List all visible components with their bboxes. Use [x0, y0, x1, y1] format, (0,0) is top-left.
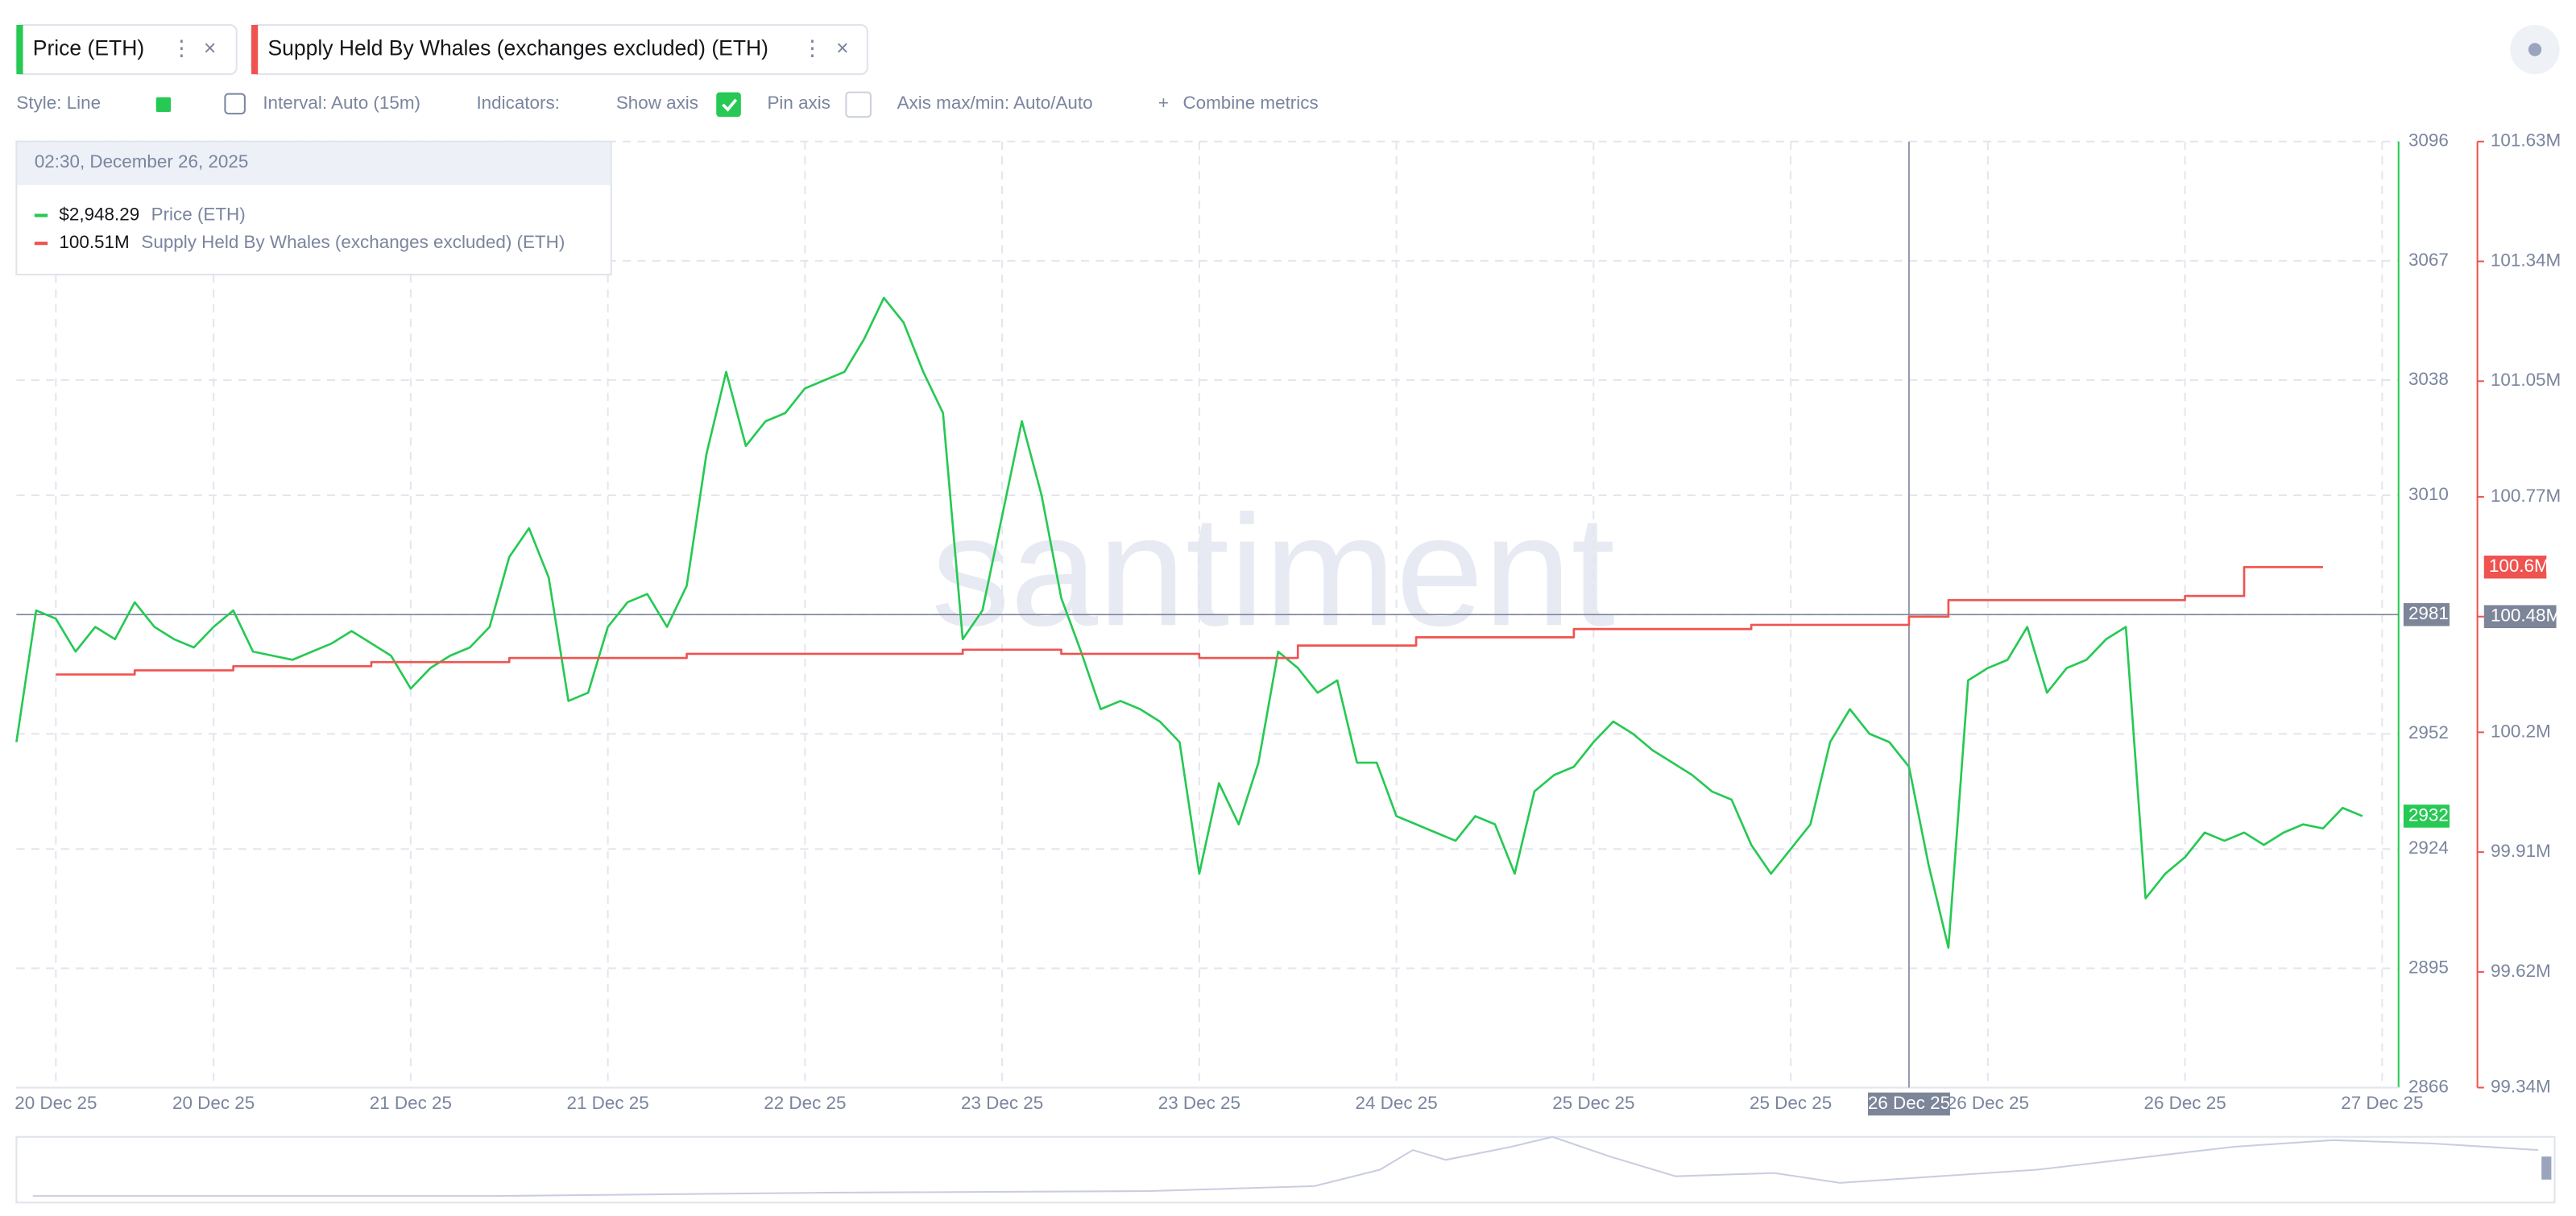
y-tick-label: 3096 — [2408, 130, 2449, 151]
y-tick-label: 2981 — [2408, 603, 2449, 623]
y-tick-label: 3038 — [2408, 369, 2449, 389]
y2-tick-label: 100.48M — [2491, 606, 2561, 626]
x-tick-label: 21 Dec 25 — [370, 1093, 452, 1113]
x-tick-label: 25 Dec 25 — [1750, 1093, 1832, 1113]
x-tick-label: 20 Dec 25 — [14, 1093, 97, 1113]
tooltip-series: Price (ETH) — [151, 204, 246, 224]
last-value-badge — [2403, 804, 2450, 828]
y2-tick-label: 100.77M — [2491, 486, 2561, 506]
x-tick-label: 23 Dec 25 — [1158, 1093, 1240, 1113]
tab-color — [251, 24, 259, 75]
watermark: santiment — [931, 483, 1615, 659]
toolbar-item[interactable]: Show axis — [616, 93, 698, 113]
x-tick-label: 27 Dec 25 — [2341, 1093, 2423, 1113]
y2-tick-label: 99.34M — [2491, 1076, 2551, 1096]
toolbar-item[interactable]: Axis max/min: Auto/Auto — [897, 93, 1093, 113]
toolbar-item[interactable]: Interval: Auto (15m) — [263, 93, 420, 113]
navigator-handle[interactable] — [2541, 1156, 2552, 1180]
tab-close[interactable]: × — [836, 36, 848, 60]
x-tick-label: 22 Dec 25 — [764, 1093, 846, 1113]
y2-tick-label: 101.05M — [2491, 370, 2561, 390]
y2-tick-label: 99.62M — [2491, 961, 2551, 981]
toolbar-item[interactable]: Indicators: — [476, 93, 559, 113]
last-value-label: 2932 — [2408, 804, 2449, 825]
y2-tick-label: 99.91M — [2491, 841, 2551, 861]
y-tick-label: 2895 — [2408, 957, 2449, 977]
crosshair-badge — [1867, 1092, 1950, 1116]
interval-icon — [224, 93, 246, 115]
y2-tick-label: 101.63M — [2491, 130, 2561, 151]
y-tick-label: 3067 — [2408, 250, 2449, 270]
y-tick-label: 2866 — [2408, 1076, 2449, 1096]
y-tick-label: 2952 — [2408, 722, 2449, 742]
tooltip-header — [17, 142, 611, 185]
checkbox-checked[interactable] — [716, 92, 741, 118]
x-tick-label: 20 Dec 25 — [172, 1093, 255, 1113]
toolbar: Style: Line Interval: Auto (15m) Indicat… — [16, 91, 1319, 118]
tooltip-series: Supply Held By Whales (exchanges exclude… — [141, 232, 565, 252]
x-tick-label: 24 Dec 25 — [1356, 1093, 1438, 1113]
crosshair-badge — [2403, 602, 2450, 627]
settings-icon — [2528, 43, 2542, 56]
toolbar-item[interactable]: Pin axis — [767, 93, 830, 113]
x-tick-label: 26 Dec 25 — [1868, 1093, 1950, 1113]
y-tick-label: 2924 — [2408, 838, 2449, 858]
x-tick-label: 21 Dec 25 — [567, 1093, 649, 1113]
y2-tick-label: 101.34M — [2491, 250, 2561, 270]
check-icon — [722, 98, 738, 112]
x-tick-label: 26 Dec 25 — [2143, 1093, 2226, 1113]
last-value-badge — [2483, 555, 2547, 579]
tab-label: Supply Held By Whales (exchanges exclude… — [267, 36, 768, 60]
last-value-label: 100.6M — [2489, 556, 2549, 576]
y2-tick-label: 100.2M — [2491, 721, 2551, 741]
tab-color — [16, 24, 23, 75]
tab-menu[interactable]: ⋮ — [171, 36, 193, 60]
series-line — [15, 296, 2363, 949]
tab-label: Price (ETH) — [33, 36, 144, 60]
x-tick-label: 26 Dec 25 — [1947, 1093, 2029, 1113]
checkbox[interactable] — [845, 91, 872, 118]
tooltip-title: 02:30, December 26, 2025 — [35, 151, 249, 172]
tooltip-value: $2,948.29 — [59, 204, 139, 224]
y-tick-label: 3010 — [2408, 484, 2449, 504]
toolbar-item[interactable]: Style: Line — [16, 93, 101, 113]
color-picker[interactable] — [155, 97, 172, 113]
navigator[interactable] — [15, 1135, 2556, 1204]
navigator-line — [32, 1135, 2539, 1197]
x-tick-label: 23 Dec 25 — [961, 1093, 1043, 1113]
toolbar-item[interactable]: Combine metrics — [1182, 93, 1318, 113]
tab-menu[interactable]: ⋮ — [801, 36, 823, 60]
plus-icon: + — [1158, 93, 1169, 113]
series-line — [56, 565, 2323, 676]
tooltip: 02:30, December 26, 2025 $2,948.29 Price… — [15, 140, 612, 275]
tooltip-value: 100.51M — [59, 232, 129, 252]
tab-close[interactable]: × — [204, 36, 216, 60]
x-tick-label: 25 Dec 25 — [1552, 1093, 1634, 1113]
crosshair-badge — [2483, 605, 2557, 628]
